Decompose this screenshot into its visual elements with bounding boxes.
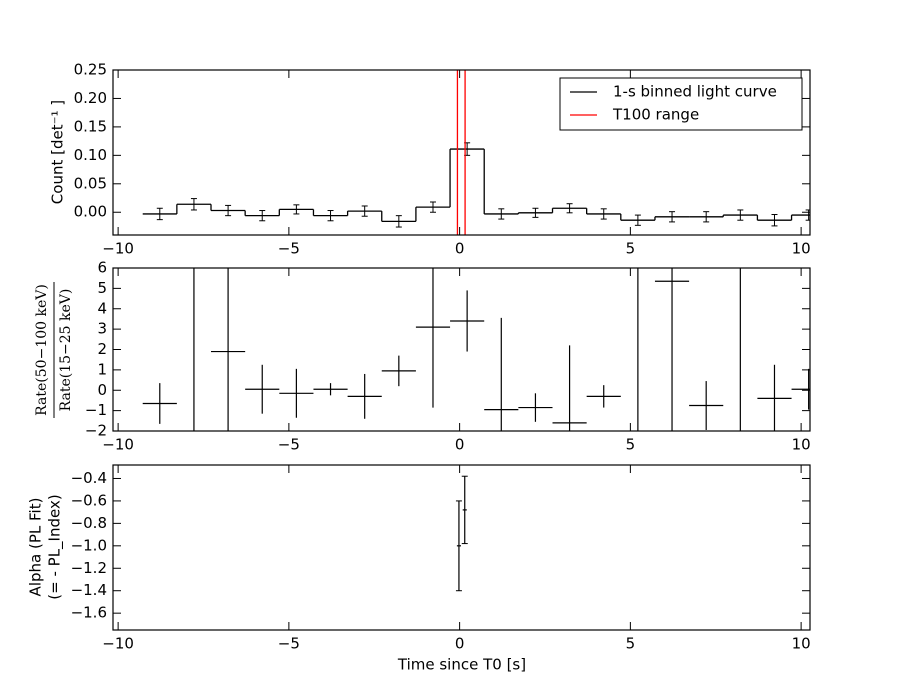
y-axis-label: Count [det⁻¹ ] bbox=[49, 100, 67, 204]
x-tick-label: 5 bbox=[626, 436, 636, 454]
x-tick-label: −10 bbox=[102, 436, 134, 454]
legend-label: T100 range bbox=[612, 106, 699, 124]
x-tick-label: −5 bbox=[278, 635, 300, 653]
x-tick-label: −10 bbox=[102, 240, 134, 258]
y-tick-label: 2 bbox=[97, 340, 107, 358]
y-axis-label: Alpha (PL Fit) bbox=[27, 498, 45, 597]
x-tick-label: 0 bbox=[455, 240, 465, 258]
y-tick-label: 3 bbox=[97, 320, 107, 338]
x-tick-label: 10 bbox=[792, 240, 811, 258]
y-tick-label: −0.8 bbox=[71, 514, 107, 532]
y-axis-label: (= - PL_Index) bbox=[46, 494, 65, 599]
axes-frame bbox=[112, 69, 811, 236]
plot-area bbox=[142, 268, 810, 431]
y-tick-label: −0.4 bbox=[71, 469, 107, 487]
x-tick-label: 0 bbox=[455, 635, 465, 653]
axes-frame bbox=[112, 464, 811, 631]
x-tick-label: −5 bbox=[278, 240, 300, 258]
y-tick-label: −1.4 bbox=[71, 581, 107, 599]
x-tick-label: 10 bbox=[792, 635, 811, 653]
y-tick-label: −1.2 bbox=[71, 559, 107, 577]
plot-area bbox=[142, 70, 810, 235]
plot-area bbox=[455, 475, 468, 592]
y-tick-label: 0.05 bbox=[74, 174, 107, 192]
y-tick-label: 0 bbox=[97, 381, 107, 399]
x-tick-label: −5 bbox=[278, 436, 300, 454]
y-tick-label: 1 bbox=[97, 360, 107, 378]
y-tick-label: −1 bbox=[85, 401, 107, 419]
y-tick-label: 0.20 bbox=[74, 89, 107, 107]
y-tick-label: 0.00 bbox=[74, 203, 107, 221]
y-tick-label: −0.6 bbox=[71, 491, 107, 509]
y-tick-label: 0.25 bbox=[74, 61, 107, 79]
x-tick-label: 5 bbox=[626, 635, 636, 653]
x-tick-label: 5 bbox=[626, 240, 636, 258]
y-tick-label: 5 bbox=[97, 279, 107, 297]
y-tick-label: 6 bbox=[97, 259, 107, 277]
y-axis-label-denominator: Rate(15−25 keV) bbox=[58, 289, 74, 412]
y-tick-label: 0.10 bbox=[74, 146, 107, 164]
x-axis-label: Time since T0 [s] bbox=[397, 656, 526, 674]
y-tick-label: 4 bbox=[97, 299, 107, 317]
y-tick-label: −1.6 bbox=[71, 604, 107, 622]
x-tick-label: 0 bbox=[455, 436, 465, 454]
x-tick-label: −10 bbox=[102, 635, 134, 653]
x-tick-label: 10 bbox=[792, 436, 811, 454]
y-tick-label: −2 bbox=[85, 422, 107, 440]
y-axis-label-numerator: Rate(50−100 keV) bbox=[34, 284, 50, 416]
y-tick-label: 0.15 bbox=[74, 117, 107, 135]
legend-label: 1-s binned light curve bbox=[613, 83, 777, 101]
axes-frame bbox=[112, 267, 811, 432]
y-tick-label: −1.0 bbox=[71, 536, 107, 554]
legend-box bbox=[559, 77, 803, 131]
